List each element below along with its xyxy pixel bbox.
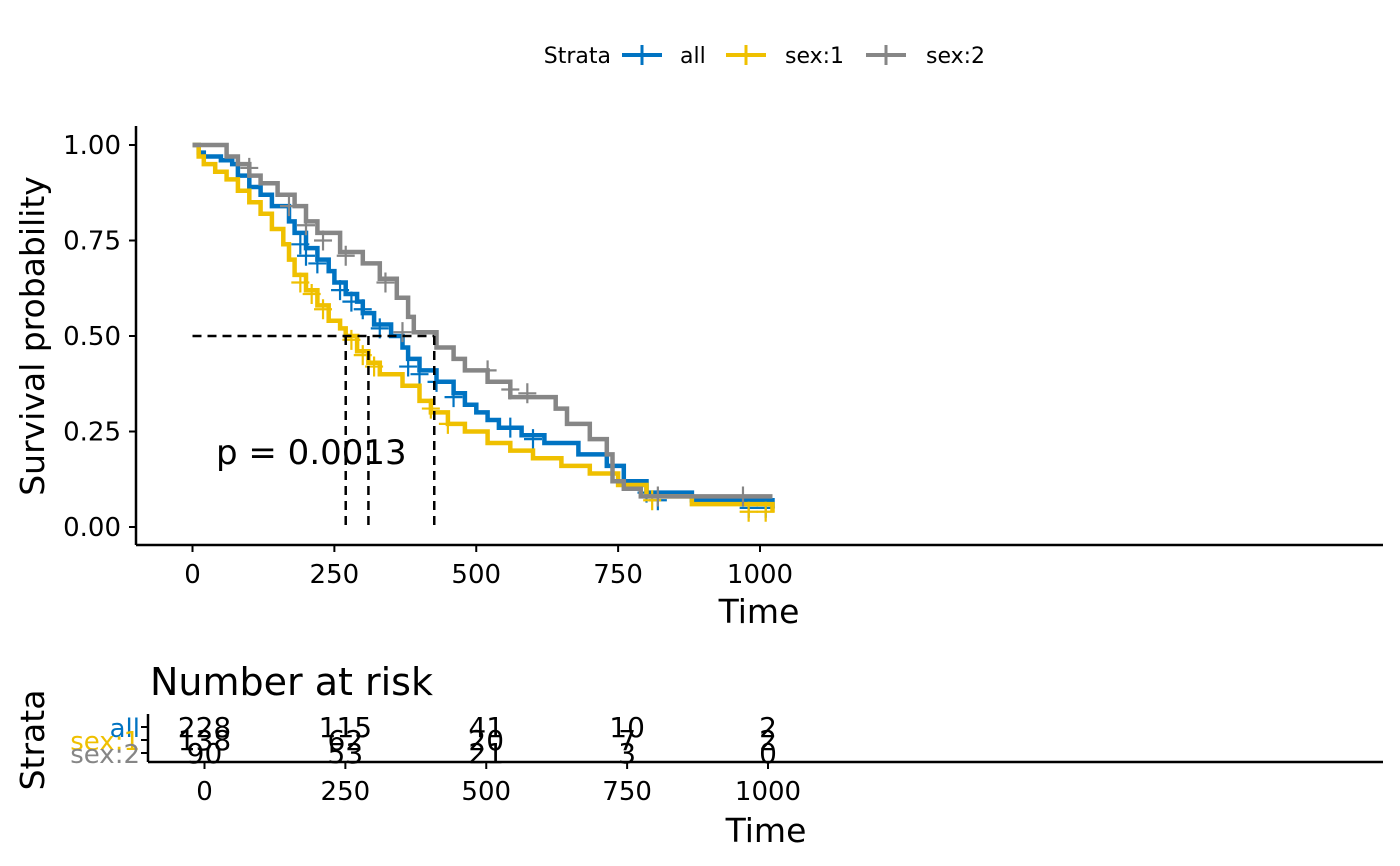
risk-x-tick-label-750: 750: [602, 777, 652, 807]
y-tick-label-100: 1.00: [63, 131, 121, 161]
risk-cell-sex1-500: 20: [468, 724, 504, 757]
legend-label-all: all: [680, 44, 706, 69]
risk-x-tick-label-250: 250: [321, 777, 371, 807]
survival-marks: [192, 142, 775, 527]
censor-mark-all-2: [308, 253, 327, 274]
x-tick-label-750: 750: [593, 560, 643, 590]
risk-table-title: Number at risk: [150, 660, 433, 704]
censor-mark-sex2-5: [376, 272, 395, 293]
censor-mark-sex1-2: [314, 299, 333, 320]
censor-mark-sex1-10: [756, 501, 775, 522]
risk-x-tick-label-500: 500: [461, 777, 511, 807]
risk-x-tick-label-1000: 1000: [735, 777, 801, 807]
legend-item-sex2: sex:2: [866, 44, 985, 69]
y-tick-label-000: 0.00: [63, 513, 121, 543]
y-tick-label-025: 0.25: [63, 418, 121, 448]
censor-mark-all-8: [410, 364, 429, 385]
censor-mark-all-4: [342, 291, 361, 312]
censor-mark-all-0: [291, 234, 310, 255]
risk-cell-sex1-750: 7: [618, 724, 636, 757]
y-tick-label-050: 0.50: [63, 322, 121, 352]
x-tick-label-1000: 1000: [727, 560, 793, 590]
legend-label-sex2: sex:2: [926, 44, 985, 69]
censor-mark-all-11: [501, 417, 520, 438]
risk-cell-all-0: 228: [178, 711, 231, 744]
censor-mark-all-7: [399, 356, 418, 377]
censor-mark-sex1-0: [291, 272, 310, 293]
censor-mark-sex1-7: [438, 413, 457, 434]
main-axis-ticks: 0.00 0.25 0.50 0.75 1.00 0 250 500 750 1000: [63, 131, 793, 590]
censor-mark-sex1-6: [421, 398, 440, 419]
censor-mark-sex2-0: [240, 157, 259, 178]
curve-sex2: [192, 142, 773, 499]
risk-cell-all-1000: 2: [759, 711, 777, 744]
risk-axis-ticks: 0 250 500 750 1000: [196, 762, 801, 807]
p-value-annotation: p = 0.0013: [216, 433, 407, 473]
legend-label-sex1: sex:1: [785, 44, 844, 69]
censor-mark-sex2-6: [393, 322, 412, 343]
censor-mark-all-5: [353, 299, 372, 320]
risk-table: Number at risk all 228 115 41 10 2 sex:1 138 62 2…: [13, 660, 1383, 850]
censor-mark-sex2-1: [279, 196, 298, 217]
risk-cell-all-750: 10: [609, 711, 645, 744]
risk-cell-sex1-250: 62: [328, 724, 364, 757]
censor-mark-all-10: [444, 387, 463, 408]
x-axis-title: Time: [718, 592, 800, 631]
censor-mark-all-3: [331, 280, 350, 301]
censor-mark-sex2-3: [314, 230, 333, 251]
survival-plot: 0.00 0.25 0.50 0.75 1.00 0 250 500 750 1000 Survi…: [13, 126, 1383, 631]
censor-mark-sex2-7: [478, 360, 497, 381]
censor-mark-sex2-4: [336, 245, 355, 266]
risk-row-label-all: all: [110, 714, 140, 744]
risk-cell-all-500: 41: [468, 711, 504, 744]
legend-title: Strata: [544, 44, 611, 69]
curve-sex1: [192, 142, 775, 512]
x-tick-label-0: 0: [184, 560, 201, 590]
censor-mark-sex2-2: [297, 215, 315, 236]
x-tick-label-250: 250: [310, 560, 360, 590]
censor-mark-sex2-8: [501, 379, 520, 400]
censor-mark-sex1-9: [739, 501, 758, 522]
risk-cell-sex1-1000: 2: [759, 724, 777, 757]
risk-row-label-sex2: sex:2: [70, 740, 140, 770]
censor-mark-all-9: [427, 371, 446, 392]
legend: Strata all sex:1 sex:2: [544, 44, 985, 69]
x-tick-label-500: 500: [451, 560, 501, 590]
censor-mark-sex1-1: [302, 283, 321, 304]
risk-x-tick-label-0: 0: [196, 777, 213, 807]
legend-item-all: all: [622, 44, 706, 69]
censor-mark-sex2-9: [518, 383, 537, 404]
censor-mark-sex2-10: [648, 486, 667, 507]
risk-cell-all-250: 115: [319, 711, 372, 744]
risk-cell-sex1-0: 138: [178, 724, 231, 757]
risk-x-axis-title: Time: [725, 811, 807, 850]
censor-mark-all-12: [524, 429, 542, 450]
legend-item-sex1: sex:1: [726, 44, 844, 69]
censor-mark-sex2-11: [733, 486, 752, 507]
censor-mark-all-1: [297, 245, 315, 266]
y-axis-title: Survival probability: [13, 176, 52, 496]
risk-y-axis-title: Strata: [13, 690, 52, 791]
risk-row-label-sex1: sex:1: [70, 727, 140, 757]
y-tick-label-075: 0.75: [63, 227, 121, 257]
curve-all: [192, 142, 775, 508]
